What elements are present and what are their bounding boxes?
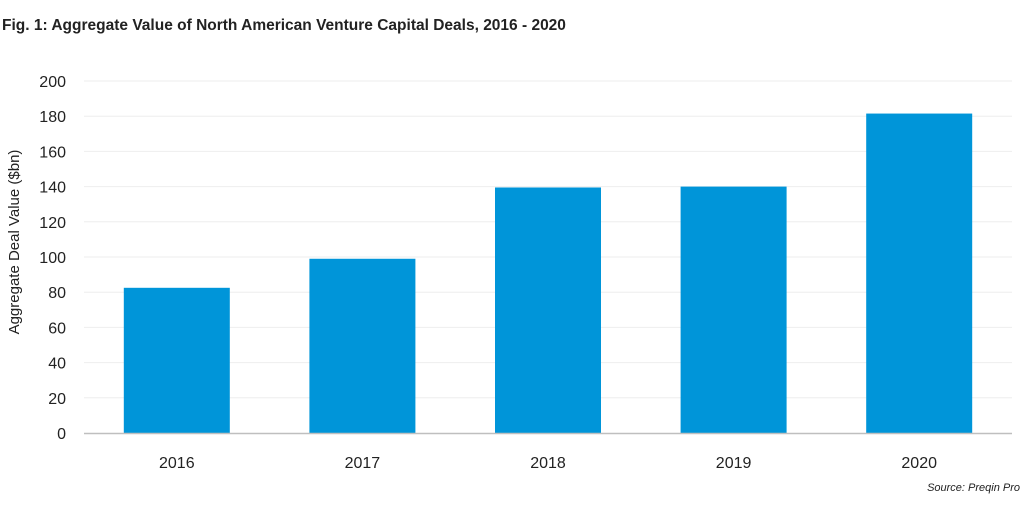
y-tick-label: 200 (39, 74, 66, 91)
x-tick-label: 2019 (716, 455, 752, 472)
y-tick-label: 180 (39, 109, 66, 126)
bars (123, 113, 973, 433)
y-tick-label: 120 (39, 215, 66, 232)
y-tick-label: 100 (39, 250, 66, 267)
y-tick-label: 0 (57, 426, 66, 443)
source-note: Source: Preqin Pro (927, 482, 1020, 494)
bar-2020 (866, 113, 973, 433)
x-tick-label: 2016 (159, 455, 195, 472)
chart-title: Fig. 1: Aggregate Value of North America… (2, 17, 566, 34)
bar-2018 (495, 187, 601, 433)
y-tick-label: 80 (48, 285, 66, 302)
x-tick-label: 2017 (345, 455, 381, 472)
x-tick-label: 2018 (530, 455, 566, 472)
bar-2017 (309, 258, 416, 433)
y-tick-label: 20 (48, 391, 66, 408)
axes: 0 20 40 60 80 100 120 140 160 180 200 2016 2017 2018 2… (39, 74, 1012, 472)
y-tick-label: 40 (48, 356, 66, 373)
bar-2019 (680, 186, 787, 433)
y-tick-label: 160 (39, 144, 66, 161)
y-tick-label: 60 (48, 320, 66, 337)
y-tick-label: 140 (39, 180, 66, 197)
bar-2016 (123, 287, 230, 433)
y-axis-title: Aggregate Deal Value ($bn) (6, 150, 23, 335)
x-tick-label: 2020 (901, 455, 937, 472)
